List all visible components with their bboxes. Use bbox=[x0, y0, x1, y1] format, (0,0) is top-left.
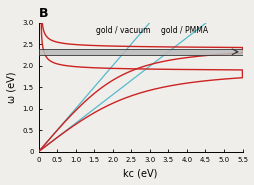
Text: B: B bbox=[38, 7, 48, 20]
Y-axis label: ω (eV): ω (eV) bbox=[7, 71, 17, 103]
X-axis label: kc (eV): kc (eV) bbox=[123, 168, 157, 178]
Text: gold / vacuum: gold / vacuum bbox=[96, 26, 150, 35]
Text: gold / PMMA: gold / PMMA bbox=[160, 26, 207, 35]
Bar bbox=[38, 49, 242, 55]
